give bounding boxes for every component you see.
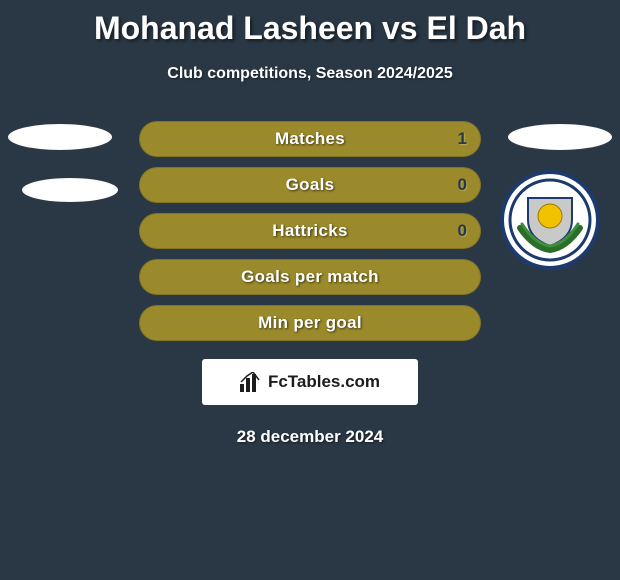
stat-row-hattricks: Hattricks 0 — [0, 213, 620, 249]
branding-text: FcTables.com — [268, 372, 380, 392]
footer-date: 28 december 2024 — [0, 427, 620, 447]
stat-row-min-per-goal: Min per goal — [0, 305, 620, 341]
stat-bar-hattricks: Hattricks 0 — [139, 213, 481, 249]
stat-bar-goals: Goals 0 — [139, 167, 481, 203]
stat-label: Min per goal — [258, 313, 362, 333]
stat-label: Goals — [286, 175, 335, 195]
stat-value-right: 0 — [458, 221, 467, 241]
stat-bar-matches: Matches 1 — [139, 121, 481, 157]
stat-label: Matches — [275, 129, 345, 149]
stat-row-matches: Matches 1 — [0, 121, 620, 157]
stat-label: Hattricks — [272, 221, 347, 241]
page-subtitle: Club competitions, Season 2024/2025 — [0, 65, 620, 83]
stat-bar-min-per-goal: Min per goal — [139, 305, 481, 341]
stat-value-right: 1 — [458, 129, 467, 149]
stat-value-right: 0 — [458, 175, 467, 195]
bar-chart-icon — [240, 372, 262, 392]
stat-label: Goals per match — [241, 267, 379, 287]
page-title: Mohanad Lasheen vs El Dah — [0, 0, 620, 47]
stats-bars: Matches 1 Goals 0 Hattricks 0 Goals per … — [0, 121, 620, 341]
branding-box[interactable]: FcTables.com — [202, 359, 418, 405]
stat-row-goals: Goals 0 — [0, 167, 620, 203]
stat-bar-goals-per-match: Goals per match — [139, 259, 481, 295]
stat-row-goals-per-match: Goals per match — [0, 259, 620, 295]
